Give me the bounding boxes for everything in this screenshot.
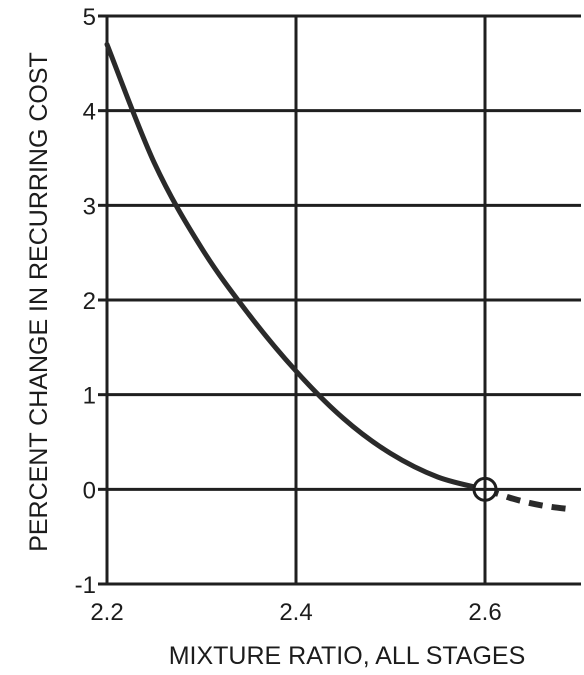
x-tick-label: 2.2 [90, 599, 123, 626]
x-axis-ticks: 2.2 2.4 2.6 [90, 599, 501, 626]
x-axis-title: MIXTURE RATIO, ALL STAGES [169, 642, 526, 670]
y-tick-label: 5 [83, 4, 96, 31]
annotations [472, 476, 498, 502]
circled-point-marker [472, 476, 498, 502]
y-tick-label: 0 [83, 477, 96, 504]
series-line-solid [104, 41, 488, 492]
series-line-dashed [484, 486, 571, 513]
y-axis-ticks: -1 0 1 2 3 4 5 [75, 4, 107, 599]
series [104, 41, 571, 513]
y-tick-label: 2 [83, 288, 96, 315]
y-tick-label: -1 [75, 572, 96, 599]
x-tick-label: 2.6 [468, 599, 501, 626]
grid [105, 14, 581, 586]
y-tick-label: 4 [83, 99, 96, 126]
y-tick-label: 1 [83, 383, 96, 410]
y-axis-title: PERCENT CHANGE IN RECURRING COST [25, 52, 53, 552]
y-tick-label: 3 [83, 193, 96, 220]
x-tick-label: 2.4 [279, 599, 312, 626]
